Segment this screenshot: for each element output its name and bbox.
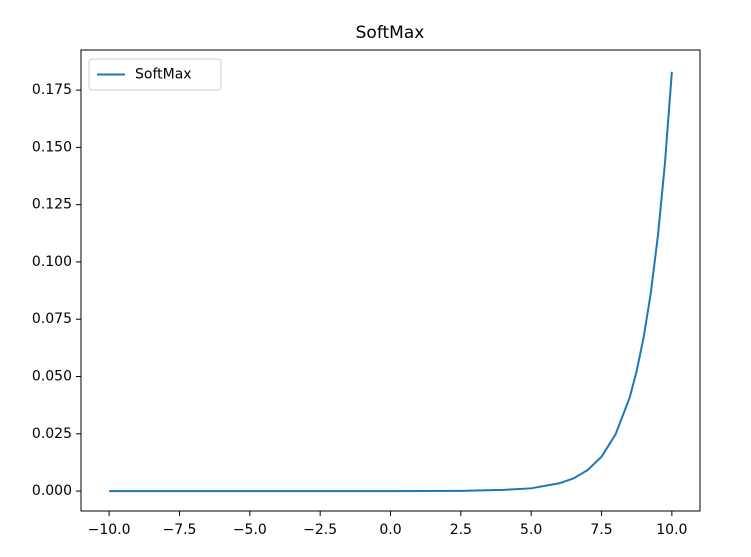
y-tick-label: 0.125 (32, 197, 72, 213)
x-tick-label: −5.0 (233, 522, 267, 538)
y-tick-label: 0.025 (32, 426, 72, 442)
x-tick-label: −10.0 (88, 522, 131, 538)
x-tick-label: 5.0 (520, 522, 542, 538)
x-tick-label: −2.5 (303, 522, 337, 538)
y-tick-label: 0.075 (32, 311, 72, 327)
plot-frame (80, 49, 701, 512)
legend-box (88, 58, 222, 91)
chart-title: SoftMax (356, 23, 425, 43)
y-tick-label: 0.175 (32, 82, 72, 98)
x-tick-label: 7.5 (590, 522, 612, 538)
y-tick-label: 0.150 (32, 139, 72, 155)
legend-label: SoftMax (135, 67, 192, 83)
y-tick-label: 0.000 (32, 483, 72, 499)
y-tick-label: 0.100 (32, 254, 72, 270)
x-tick-label: 10.0 (656, 522, 687, 538)
x-tick-label: 2.5 (450, 522, 472, 538)
y-tick-label: 0.050 (32, 369, 72, 385)
x-tick-label: −7.5 (162, 522, 196, 538)
x-tick-label: 0.0 (379, 522, 401, 538)
series-line (109, 71, 673, 493)
